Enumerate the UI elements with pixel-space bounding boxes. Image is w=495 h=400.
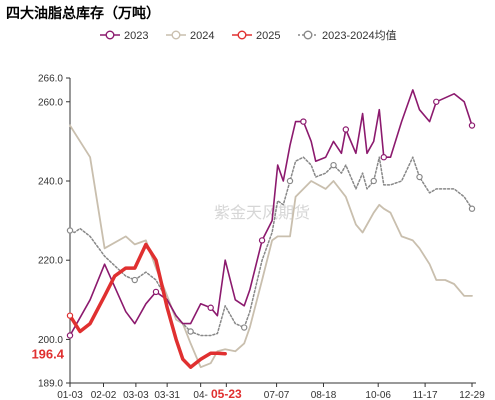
data-point-2023 (258, 237, 266, 244)
data-point-2023 (152, 288, 160, 296)
data-point-2023-2024 (330, 161, 337, 169)
legend-marker-2023 (105, 30, 115, 40)
legend-label-2025: 2025 (256, 30, 280, 42)
data-point-2023-2024 (187, 328, 194, 335)
data-point-2023 (66, 332, 74, 339)
data-point-2023 (433, 98, 440, 105)
axes: 266.0 260.0 240.0 220.0 200.0 189.001-03 02-02… (38, 74, 485, 400)
legend-item-2023-2024[interactable]: 2023-2024均值 (298, 29, 397, 42)
data-point-2023 (342, 126, 350, 133)
data-point-2023-2024 (286, 177, 294, 185)
series-2025 (66, 242, 227, 369)
legend-label-2024: 2024 (190, 30, 214, 42)
latest-value-background (20, 345, 68, 362)
legend-label-2023-2024: 2023-2024均值 (322, 29, 397, 42)
legend-item-2024[interactable]: 2024 (166, 30, 214, 42)
watermark: 紫金天风期货 (214, 203, 310, 222)
data-point-2023 (207, 304, 214, 311)
x-tick-label: 01-03 (57, 390, 83, 400)
data-point-2023-2024 (370, 177, 377, 185)
x-tick-label: 11-17 (413, 390, 438, 400)
x-tick-label: 02-02 (91, 390, 117, 400)
x-tick-label: 07-07 (264, 390, 290, 400)
x-tick-label: 10-06 (365, 390, 391, 400)
data-point-2023 (380, 154, 387, 161)
series-line-2025 (68, 242, 227, 369)
legend-label-2023: 2023 (124, 30, 148, 42)
series-line-2023 (69, 89, 473, 337)
data-point-2023-2024 (240, 324, 248, 331)
data-point-2023-2024 (416, 173, 423, 181)
series-2024 (69, 124, 473, 369)
legend-marker-2024 (171, 30, 181, 40)
series-2023 (66, 89, 476, 339)
legend[interactable]: 2023 2024 2025 2023-2024均值 (100, 29, 397, 42)
x-tick-label: 12-29 (459, 390, 485, 400)
data-point-2023 (300, 118, 307, 125)
series-layer (66, 89, 476, 369)
data-point-2023-2024 (66, 227, 74, 234)
legend-item-2025[interactable]: 2025 (232, 30, 280, 42)
data-point-2023 (468, 122, 476, 129)
x-tick-label-highlight: 05-23 (211, 387, 242, 400)
series-2023-2024 (66, 156, 476, 337)
annotation: 196.4 (20, 345, 68, 362)
y-tick-label: 200.0 (38, 335, 63, 346)
y-tick-label: 240.0 (38, 176, 63, 187)
y-tick-label: 189.0 (38, 379, 63, 390)
x-tick-label: 04- (193, 390, 207, 400)
x-tick-label: 03-03 (123, 390, 149, 400)
data-point-2025 (66, 312, 74, 319)
x-tick-label: 08-18 (311, 390, 337, 400)
y-tick-label: 266.0 (38, 74, 63, 85)
data-point-2023-2024 (468, 205, 476, 212)
legend-marker-2025 (237, 30, 247, 40)
x-tick-label: 03-31 (154, 390, 180, 400)
legend-marker-2023-2024 (303, 30, 313, 40)
legend-item-2023[interactable]: 2023 (100, 30, 148, 42)
latest-value-label: 196.4 (31, 347, 64, 362)
y-tick-label: 220.0 (38, 256, 63, 267)
series-line-2024 (69, 124, 473, 369)
chart-title: 四大油脂总库存（万吨） (6, 6, 160, 22)
data-point-2023-2024 (131, 276, 138, 284)
y-tick-label: 260.0 (38, 97, 63, 108)
